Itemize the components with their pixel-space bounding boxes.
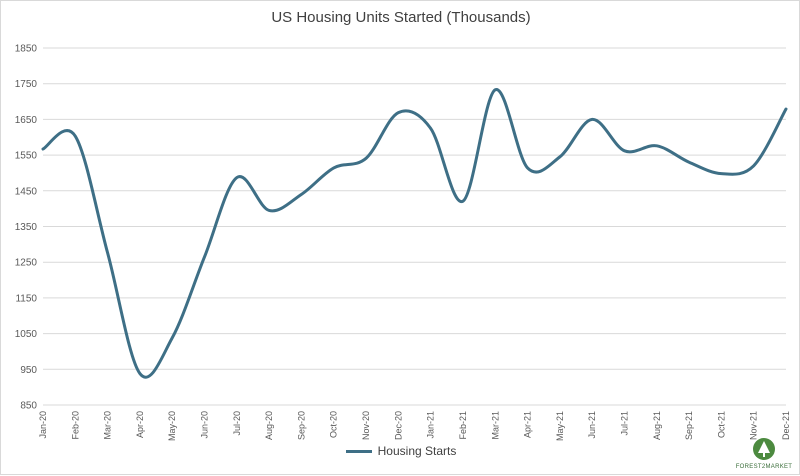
x-tick-label: Mar-20 (103, 411, 113, 440)
legend: Housing Starts (1, 444, 800, 458)
x-tick-label: Feb-20 (70, 411, 80, 440)
data-point (42, 148, 45, 151)
legend-swatch (345, 450, 372, 454)
y-tick-label: 1750 (15, 79, 38, 90)
x-tick-label: Sep-21 (684, 411, 694, 440)
data-point (591, 118, 594, 121)
data-point (235, 176, 238, 179)
data-point (268, 209, 271, 212)
y-tick-label: 1650 (15, 115, 38, 126)
x-tick-label: Jun-20 (200, 411, 210, 439)
y-tick-label: 1450 (15, 186, 38, 197)
x-tick-label: Apr-20 (135, 411, 145, 438)
data-point (558, 155, 561, 158)
x-tick-label: Jul-20 (232, 411, 242, 436)
data-point (171, 336, 174, 339)
x-tick-label: Aug-21 (652, 411, 662, 440)
x-tick-label: May-20 (167, 411, 177, 441)
x-tick-label: Nov-20 (361, 411, 371, 440)
data-point (397, 111, 400, 114)
data-point (106, 251, 109, 254)
data-point (429, 127, 432, 130)
data-point (74, 135, 77, 138)
x-tick-label: Jul-21 (619, 411, 629, 436)
data-point (300, 193, 303, 196)
x-tick-label: Aug-20 (264, 411, 274, 440)
x-tick-label: May-21 (555, 411, 565, 441)
data-point (623, 149, 626, 152)
logo-text: FOREST2MARKET (735, 464, 793, 470)
series-line (41, 88, 788, 379)
data-point (688, 161, 691, 164)
data-point (655, 144, 658, 147)
chart-title: US Housing Units Started (Thousands) (271, 9, 531, 26)
data-point (785, 108, 788, 111)
x-tick-label: Jan-21 (426, 411, 436, 439)
x-tick-label: Oct-21 (716, 411, 726, 438)
forest2market-logo: FOREST2MARKET (735, 436, 793, 470)
x-tick-label: Apr-21 (523, 411, 533, 438)
data-point (494, 88, 497, 91)
legend-label: Housing Starts (377, 444, 457, 458)
data-point (752, 164, 755, 167)
y-tick-label: 1050 (15, 329, 38, 340)
data-point (332, 166, 335, 169)
x-tick-label: Sep-20 (296, 411, 306, 440)
x-tick-label: Jun-21 (587, 411, 597, 439)
x-tick-label: Nov-21 (749, 411, 759, 440)
y-tick-label: 1150 (15, 293, 37, 304)
y-tick-label: 1250 (15, 258, 38, 269)
data-point (461, 200, 464, 203)
y-tick-label: 1550 (15, 151, 38, 162)
data-point (720, 172, 723, 175)
y-tick-label: 950 (20, 365, 37, 376)
x-tick-label: Mar-21 (490, 411, 500, 440)
x-tick-label: Dec-20 (393, 411, 403, 440)
y-tick-label: 850 (20, 401, 37, 412)
data-point (203, 255, 206, 258)
y-tick-label: 1350 (15, 222, 38, 233)
x-tick-label: Oct-20 (329, 411, 339, 438)
data-point (138, 372, 141, 375)
x-tick-label: Jan-20 (38, 411, 48, 439)
x-tick-label: Dec-21 (781, 411, 791, 440)
tree-icon (753, 438, 775, 460)
data-point (365, 157, 368, 160)
x-tick-label: Feb-21 (458, 411, 468, 440)
y-tick-label: 1850 (15, 44, 38, 55)
data-point (526, 166, 529, 169)
